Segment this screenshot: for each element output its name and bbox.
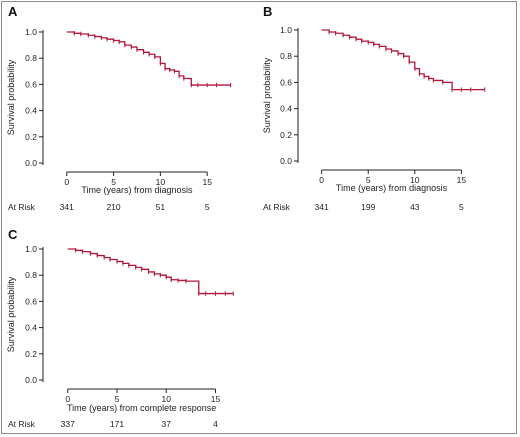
y-tick-label: 1.0 xyxy=(25,244,37,254)
at-risk-value: 341 xyxy=(315,202,329,212)
at-risk-value: 51 xyxy=(156,202,166,212)
at-risk-value: 210 xyxy=(106,202,120,212)
y-tick-label: 0.4 xyxy=(25,106,37,116)
at-risk-label: At Risk xyxy=(8,419,36,429)
y-tick-label: 1.0 xyxy=(280,25,292,35)
x-tick-label: 15 xyxy=(202,177,212,187)
survival-curve-line xyxy=(66,31,231,86)
y-tick-label: 0.8 xyxy=(25,53,37,63)
at-risk-value: 37 xyxy=(162,419,172,429)
y-tick-label: 0.6 xyxy=(25,296,37,306)
y-tick-label: 0.6 xyxy=(280,77,292,87)
chart-panel-b: B 0.0 0.2 0.4 0.6 0.8 1.0 0 5 10 15 Time (years) fr… xyxy=(262,4,486,212)
x-tick-label: 5 xyxy=(366,175,371,185)
y-axis-title: Survival probability xyxy=(6,276,16,352)
y-tick-label: 0.6 xyxy=(25,79,37,89)
at-risk-value: 337 xyxy=(61,419,75,429)
x-tick-label: 10 xyxy=(162,394,172,404)
panel-letter: B xyxy=(263,4,272,19)
at-risk-value: 5 xyxy=(459,202,464,212)
survival-curve-line xyxy=(67,248,234,295)
y-tick-label: 0.4 xyxy=(25,323,37,333)
x-tick-label: 5 xyxy=(115,394,120,404)
at-risk-label: At Risk xyxy=(263,202,291,212)
y-tick-label: 0.4 xyxy=(280,104,292,114)
x-tick-label: 15 xyxy=(211,394,221,404)
at-risk-value: 171 xyxy=(110,419,124,429)
at-risk-value: 199 xyxy=(361,202,375,212)
x-tick-label: 10 xyxy=(156,177,166,187)
y-axis-title: Survival probability xyxy=(262,57,272,133)
at-risk-value: 341 xyxy=(60,202,74,212)
x-tick-label: 5 xyxy=(111,177,116,187)
x-tick-label: 0 xyxy=(65,394,70,404)
at-risk-value: 43 xyxy=(410,202,420,212)
survival-curve-line xyxy=(321,29,485,91)
y-axis-title: Survival probability xyxy=(6,59,16,135)
x-tick-label: 10 xyxy=(410,175,420,185)
panel-letter: A xyxy=(8,4,18,19)
x-tick-label: 0 xyxy=(64,177,69,187)
at-risk-value: 4 xyxy=(213,419,218,429)
x-tick-label: 15 xyxy=(457,175,467,185)
x-axis-title: Time (years) from complete response xyxy=(67,403,216,413)
y-tick-label: 0.8 xyxy=(280,51,292,61)
y-tick-label: 0.0 xyxy=(25,375,37,385)
x-axis-title: Time (years) from diagnosis xyxy=(336,183,448,193)
x-axis-title: Time (years) from diagnosis xyxy=(81,185,193,195)
y-tick-label: 0.2 xyxy=(280,130,292,140)
y-tick-label: 0.0 xyxy=(25,158,37,168)
x-tick-label: 0 xyxy=(319,175,324,185)
y-tick-label: 0.2 xyxy=(25,349,37,359)
chart-panel-a: A 0.0 0.2 0.4 0.6 0.8 1.0 0 5 10 15 Time (years) fr… xyxy=(6,4,232,212)
y-tick-label: 0.8 xyxy=(25,270,37,280)
y-tick-label: 0.0 xyxy=(280,156,292,166)
at-risk-label: At Risk xyxy=(8,202,36,212)
y-tick-label: 1.0 xyxy=(25,27,37,37)
panel-letter: C xyxy=(8,227,18,242)
at-risk-value: 5 xyxy=(205,202,210,212)
y-tick-label: 0.2 xyxy=(25,132,37,142)
